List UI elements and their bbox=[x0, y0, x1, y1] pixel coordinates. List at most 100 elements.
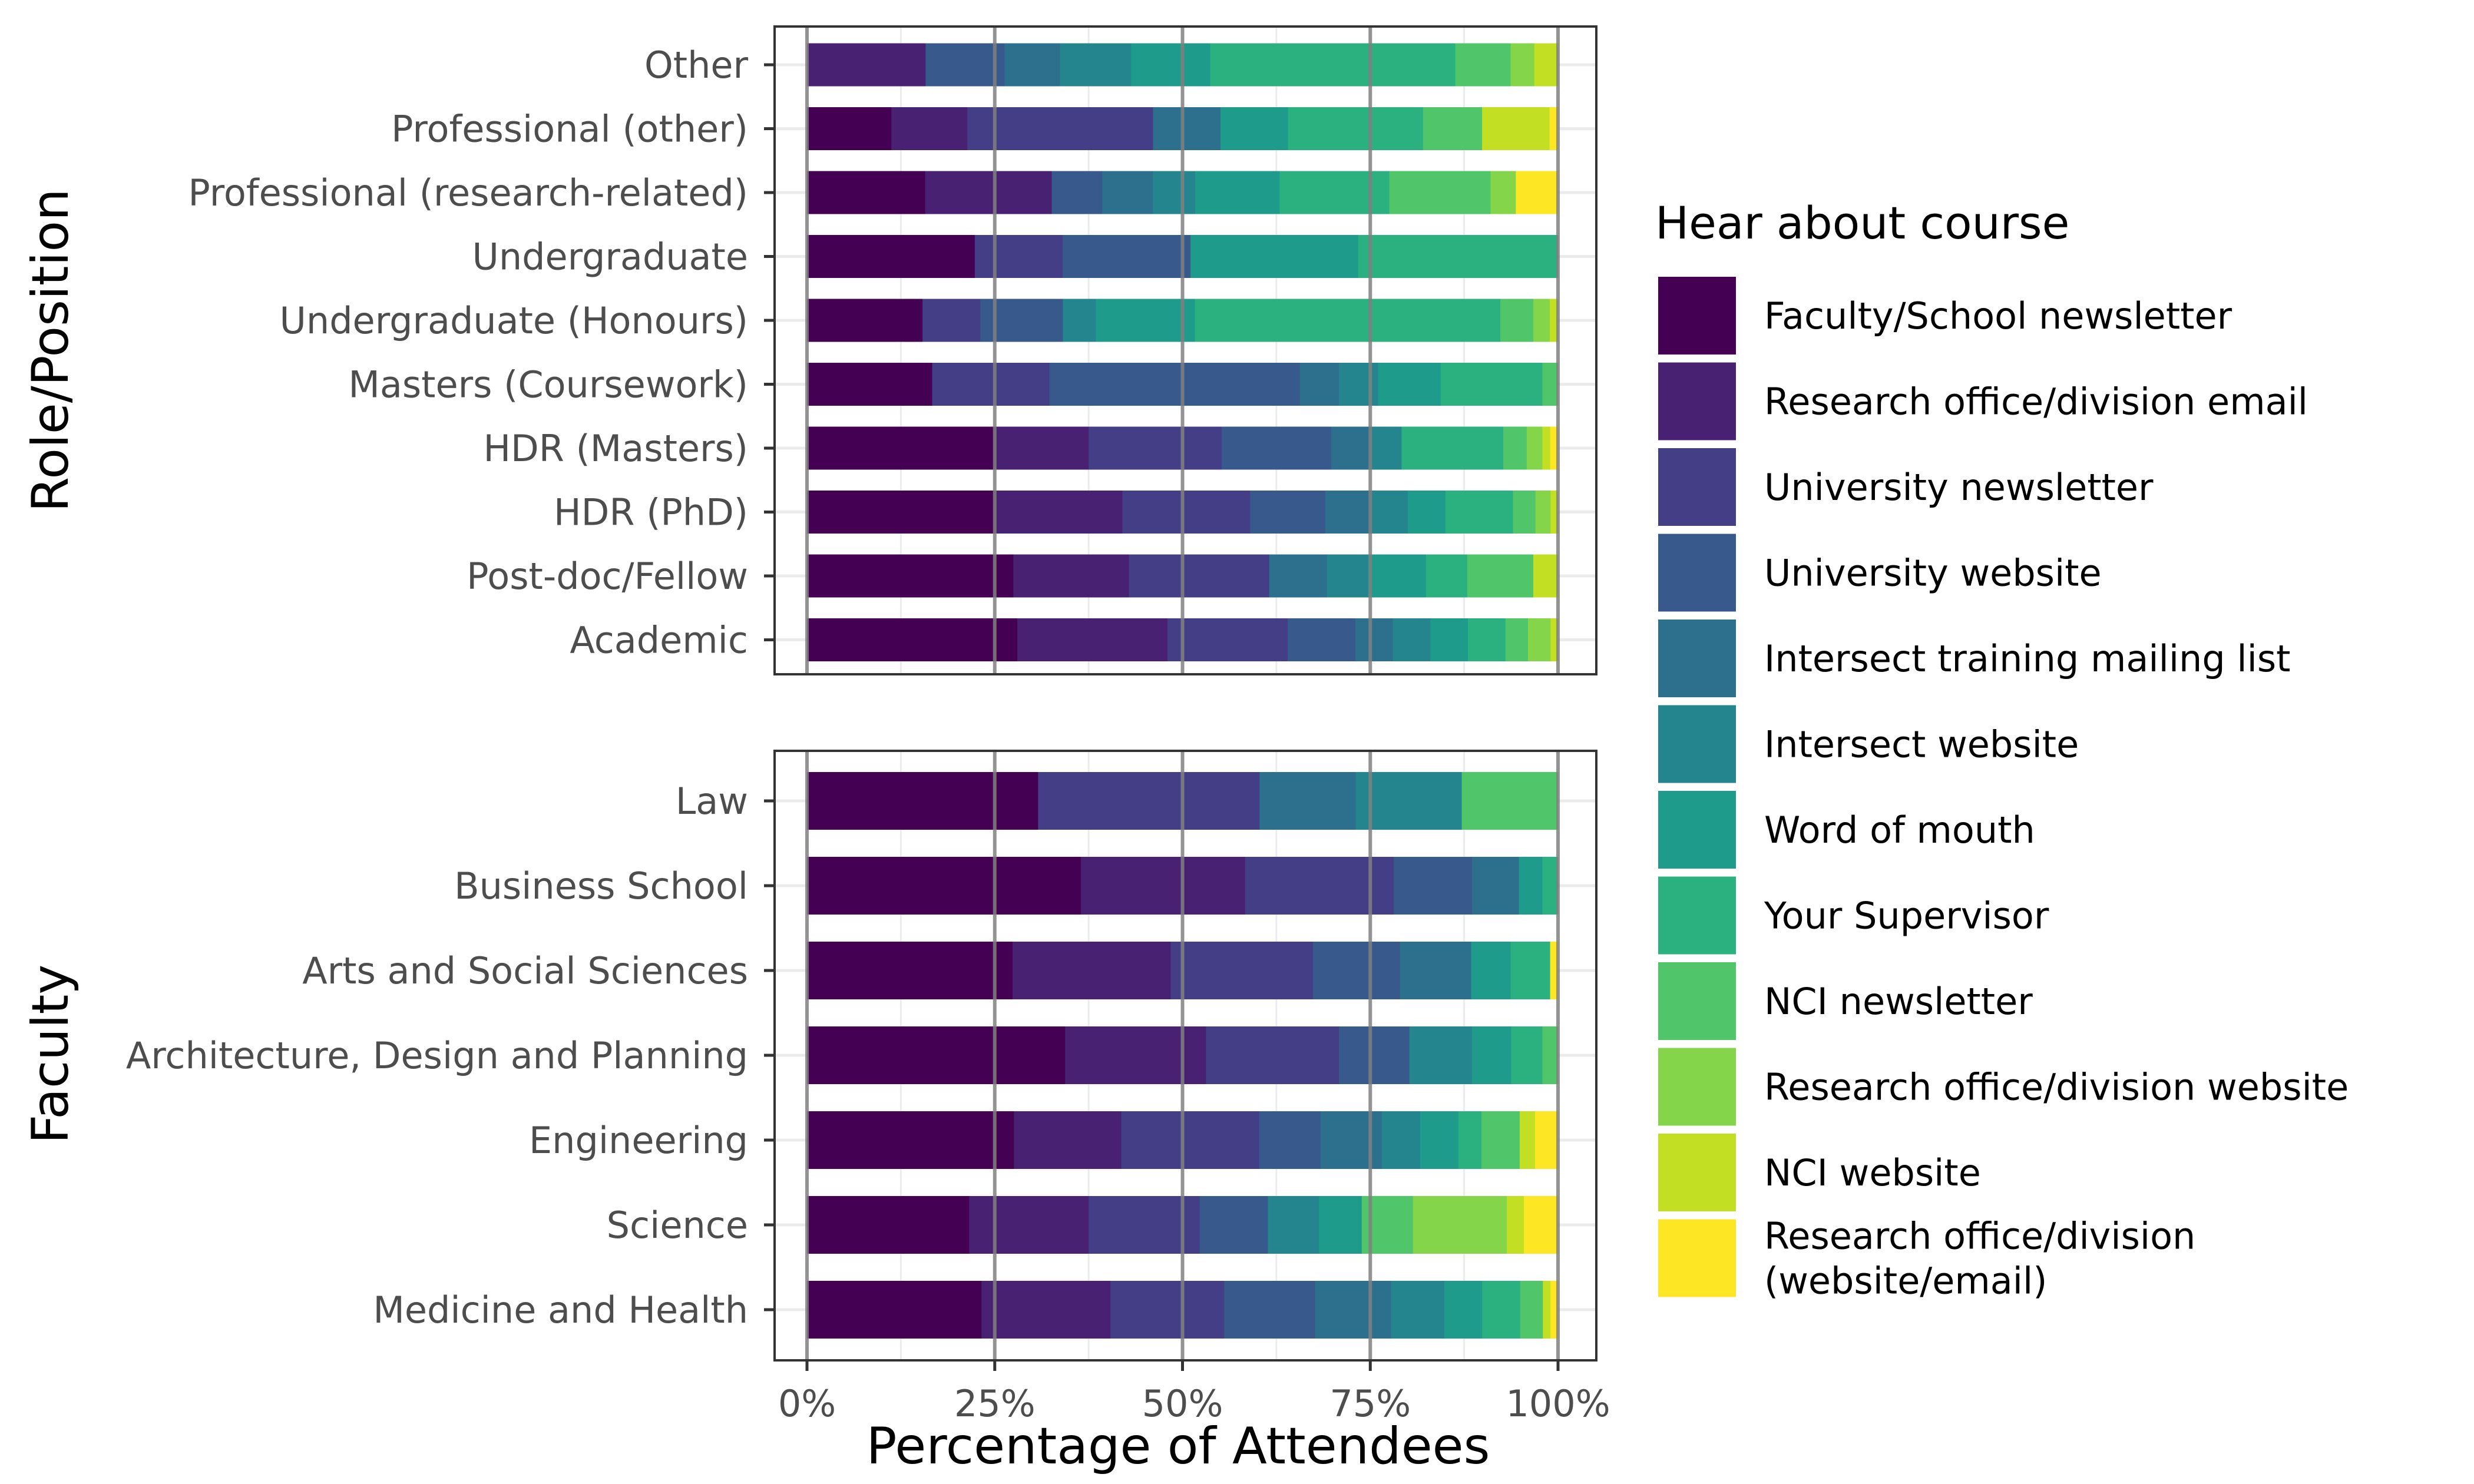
bar-segment bbox=[1122, 491, 1251, 534]
legend-item: Research office/division website bbox=[1658, 1048, 2349, 1126]
bar-segment bbox=[1393, 618, 1431, 661]
y-tick-label: Professional (other) bbox=[391, 108, 748, 151]
legend-item: Faculty/School newsletter bbox=[1658, 277, 2232, 355]
bar-segment bbox=[1505, 618, 1529, 661]
bar-segment bbox=[807, 1026, 1066, 1084]
bar-segment bbox=[1423, 107, 1483, 150]
y-tick-label: Other bbox=[644, 44, 749, 87]
y-tick-label: Undergraduate bbox=[472, 236, 748, 279]
bar-segment bbox=[1391, 1281, 1445, 1339]
bar-segment bbox=[1534, 1111, 1559, 1169]
bar-segment bbox=[994, 491, 1123, 534]
y-tick-label: HDR (PhD) bbox=[554, 491, 748, 534]
legend-label: Intersect training mailing list bbox=[1764, 637, 2290, 680]
bar-segment bbox=[1224, 1281, 1316, 1339]
legend-swatch bbox=[1658, 705, 1736, 783]
legend-item: NCI newsletter bbox=[1658, 962, 2033, 1040]
bar-segment bbox=[1368, 554, 1427, 598]
bar-segment bbox=[1320, 1111, 1382, 1169]
x-tick-label: 75% bbox=[1329, 1382, 1411, 1425]
legend-item: NCI website bbox=[1658, 1134, 1981, 1211]
bar-segment bbox=[1279, 171, 1390, 214]
legend-label: Research office/division email bbox=[1764, 380, 2308, 423]
bar-segment bbox=[1206, 1026, 1339, 1084]
legend-swatch bbox=[1658, 876, 1736, 955]
panel-faculty: Law Business School Arts and Social Scienc… bbox=[21, 750, 1597, 1362]
bar-segment bbox=[1520, 1281, 1543, 1339]
bar-segment bbox=[1063, 235, 1191, 278]
x-axis-title: Percentage of Attendees bbox=[866, 1417, 1490, 1476]
bar-segment bbox=[1542, 426, 1551, 470]
bar-segment bbox=[807, 554, 1014, 598]
legend-label: Your Supervisor bbox=[1764, 895, 2049, 938]
bar-segment bbox=[807, 171, 926, 214]
bar-segment bbox=[1325, 491, 1371, 534]
bar-segment bbox=[1378, 363, 1441, 406]
bar-segment bbox=[1221, 426, 1332, 470]
bar-segment bbox=[932, 363, 1050, 406]
bar-segment bbox=[807, 1281, 982, 1339]
bar-segment bbox=[1331, 426, 1371, 470]
bar-segment bbox=[1534, 43, 1559, 87]
legend-swatch bbox=[1658, 448, 1736, 526]
bar-segment bbox=[1096, 299, 1196, 342]
bar-segment bbox=[1519, 1111, 1536, 1169]
bar-segment bbox=[807, 857, 1081, 915]
x-tick-label: 50% bbox=[1142, 1382, 1223, 1425]
y-tick-label: Business School bbox=[454, 864, 748, 907]
bar-segment bbox=[1080, 857, 1246, 915]
bar-segment bbox=[1210, 43, 1456, 87]
bar-segment bbox=[1129, 554, 1270, 598]
bar-segment bbox=[1358, 235, 1559, 278]
panel-role-position: Other Professional (other) Professional (r… bbox=[21, 25, 1597, 675]
legend-label: NCI website bbox=[1764, 1151, 1981, 1194]
y-tick-label: Engineering bbox=[529, 1119, 748, 1162]
bar-segment bbox=[807, 942, 1013, 999]
bar-segment bbox=[1413, 1196, 1507, 1254]
y-tick-label: HDR (Masters) bbox=[483, 427, 748, 470]
legend-swatch bbox=[1658, 534, 1736, 612]
y-tick-label: Masters (Coursework) bbox=[348, 363, 748, 406]
bar-segment bbox=[1513, 491, 1536, 534]
bar-segment bbox=[1401, 426, 1504, 470]
legend-swatch bbox=[1658, 620, 1736, 697]
bar-segment bbox=[1408, 491, 1446, 534]
legend-swatch bbox=[1658, 1048, 1736, 1126]
legend-item: Your Supervisor bbox=[1658, 876, 2049, 955]
legend-swatch bbox=[1658, 1219, 1736, 1297]
legend-label: University website bbox=[1764, 552, 2102, 595]
bar-segment bbox=[925, 43, 1006, 87]
bar-segment bbox=[1121, 1111, 1260, 1169]
bar-segment bbox=[1268, 1196, 1319, 1254]
bar-segment bbox=[1014, 1111, 1122, 1169]
bar-segment bbox=[807, 1111, 1014, 1169]
bar-segment bbox=[1038, 772, 1260, 830]
y-tick-label: Medicine and Health bbox=[373, 1288, 748, 1331]
bar-segment bbox=[807, 1196, 970, 1254]
bar-segment bbox=[1471, 942, 1511, 999]
bar-segment bbox=[1516, 171, 1559, 214]
bar-segment bbox=[994, 426, 1089, 470]
bar-segment bbox=[1327, 554, 1369, 598]
bar-segment bbox=[1455, 43, 1511, 87]
bar-segment bbox=[1471, 1026, 1511, 1084]
legend-label: Intersect website bbox=[1764, 723, 2079, 766]
bar-segment bbox=[1500, 299, 1534, 342]
bar-segment bbox=[1299, 363, 1339, 406]
bar-segment bbox=[1511, 1026, 1543, 1084]
panel-border bbox=[773, 750, 1597, 1362]
bar-segment bbox=[1440, 363, 1543, 406]
legend-item: Word of mouth bbox=[1658, 791, 2035, 869]
panel-border bbox=[773, 25, 1597, 675]
bar-segment bbox=[1490, 171, 1516, 214]
bar-segment bbox=[1468, 618, 1506, 661]
legend-swatch bbox=[1658, 962, 1736, 1040]
legend-item: Research office/division email bbox=[1658, 362, 2308, 440]
bar-segment bbox=[1471, 857, 1520, 915]
bar-segment bbox=[1259, 1111, 1321, 1169]
bar-segment bbox=[1063, 299, 1096, 342]
bar-segment bbox=[967, 107, 1153, 150]
legend-label: University newsletter bbox=[1764, 466, 2154, 509]
bar-segment bbox=[1533, 554, 1559, 598]
bar-segment bbox=[1370, 426, 1402, 470]
